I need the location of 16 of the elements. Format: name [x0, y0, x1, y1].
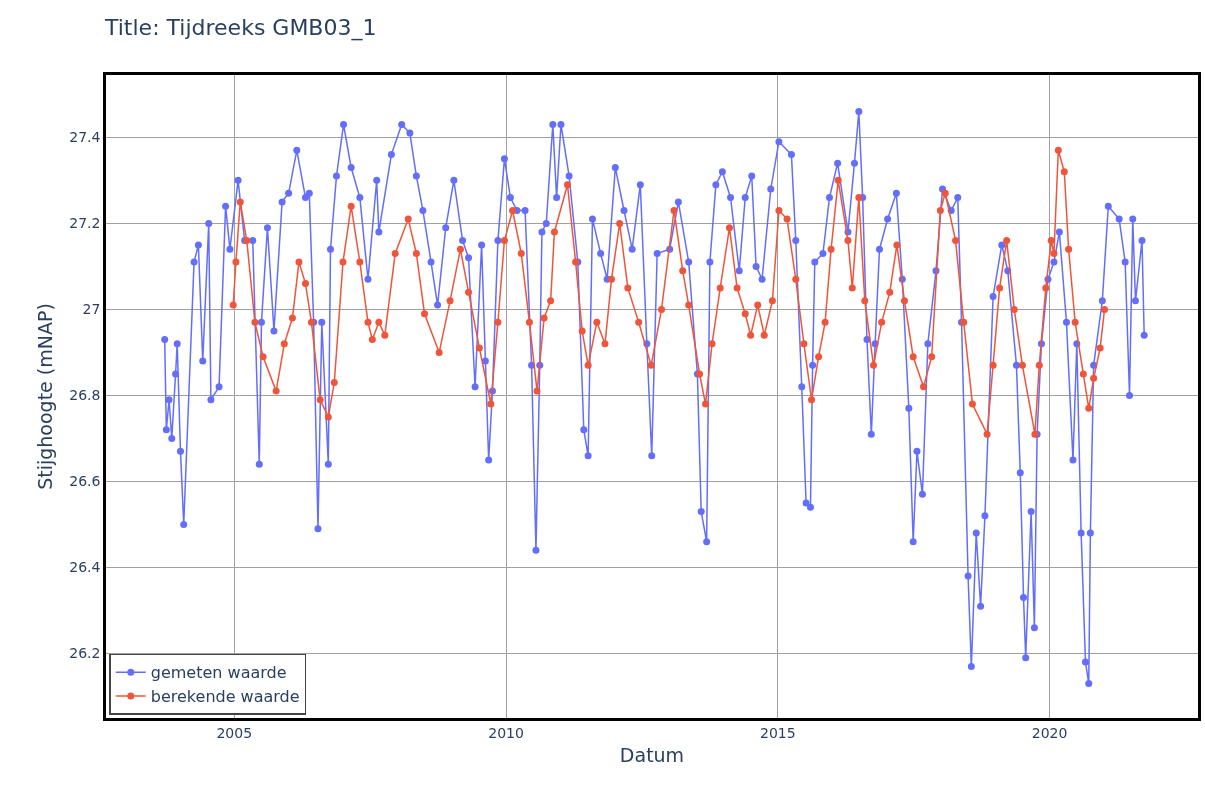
x-tick-label: 2005 — [216, 724, 253, 741]
y-tick-label: 26.4 — [69, 559, 101, 576]
y-tick-label: 27.2 — [69, 215, 101, 232]
y-tick-label: 27 — [82, 301, 101, 318]
legend-label: gemeten waarde — [150, 663, 287, 683]
x-axis-title: Datum — [619, 744, 685, 767]
x-tick-label: 2010 — [488, 724, 524, 741]
y-axis-title: Stijghoogte (mNAP) — [34, 303, 57, 490]
y-tick-label: 26.6 — [69, 473, 101, 490]
x-tick-label: 2020 — [1031, 724, 1068, 741]
y-tick-label: 27.4 — [69, 129, 101, 146]
chart-title: Title: Tijdreeks GMB03_1 — [104, 15, 377, 42]
x-tick-label: 2015 — [760, 724, 796, 741]
legend-label: berekende waarde — [150, 687, 300, 707]
y-tick-label: 26.2 — [69, 645, 101, 662]
y-tick-label: 26.8 — [69, 387, 101, 404]
